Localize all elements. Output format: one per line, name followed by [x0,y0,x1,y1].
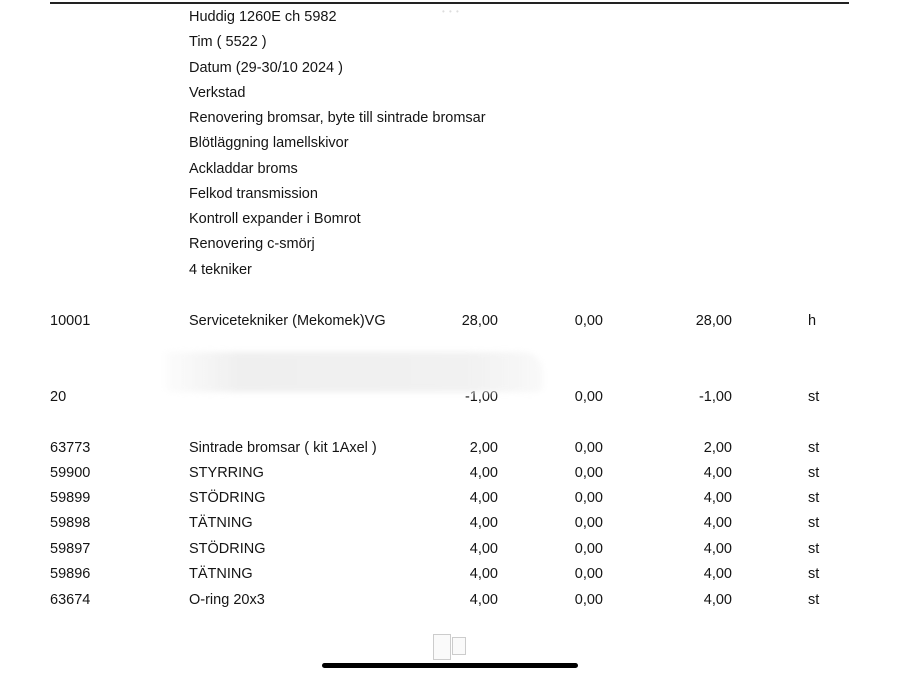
item-description: Servicetekniker (Mekomek)VG [189,313,386,329]
item-quantity: 4,00 [469,465,498,481]
item-code: 59900 [50,465,91,481]
page-thumbnail-icon[interactable] [433,634,451,660]
item-value: 0,00 [574,465,603,481]
item-value: 0,00 [574,389,603,405]
item-unit: st [808,566,820,582]
item-description: TÄTNING [189,566,253,582]
item-description: STÖDRING [189,490,266,506]
item-unit: st [808,389,820,405]
table-row: 59900 STYRRING 4,00 0,00 4,00 st [0,465,900,485]
item-total: 4,00 [703,592,732,608]
header-line: Tim ( 5522 ) [189,34,267,50]
item-value: 0,00 [574,541,603,557]
item-quantity: 4,00 [469,566,498,582]
item-total: 4,00 [703,541,732,557]
item-quantity: 2,00 [469,440,498,456]
header-line: Ackladdar broms [189,161,298,177]
table-row: 63674 O-ring 20x3 4,00 0,00 4,00 st [0,592,900,612]
header-line: Datum (29-30/10 2024 ) [189,60,343,76]
redacted-area [165,352,543,392]
item-code: 59899 [50,490,91,506]
table-row: 59898 TÄTNING 4,00 0,00 4,00 st [0,515,900,535]
table-row: 20 -1,00 0,00 -1,00 st [0,389,900,409]
more-dots-icon[interactable]: • • • [442,7,460,16]
table-row: 10001 Servicetekniker (Mekomek)VG 28,00 0,0… [0,313,900,333]
home-indicator[interactable] [322,663,578,668]
header-line: 4 tekniker [189,262,252,278]
item-value: 0,00 [574,515,603,531]
header-line: Felkod transmission [189,186,318,202]
header-line: Verkstad [189,85,246,101]
item-quantity: -1,00 [464,389,498,405]
item-quantity: 4,00 [469,490,498,506]
item-quantity: 4,00 [469,541,498,557]
item-description: O-ring 20x3 [189,592,265,608]
item-value: 0,00 [574,440,603,456]
item-description: TÄTNING [189,515,253,531]
header-line: Blötläggning lamellskivor [189,135,349,151]
item-total: 4,00 [703,566,732,582]
item-total: 28,00 [695,313,732,329]
table-row: 59897 STÖDRING 4,00 0,00 4,00 st [0,541,900,561]
item-code: 20 [50,389,67,405]
item-value: 0,00 [574,490,603,506]
item-unit: st [808,592,820,608]
table-row: 59896 TÄTNING 4,00 0,00 4,00 st [0,566,900,586]
header-line: Renovering c-smörj [189,236,315,252]
item-total: 4,00 [703,490,732,506]
item-description: STYRRING [189,465,264,481]
item-value: 0,00 [574,592,603,608]
item-description: Sintrade bromsar ( kit 1Axel ) [189,440,377,456]
table-row: 59899 STÖDRING 4,00 0,00 4,00 st [0,490,900,510]
item-unit: st [808,490,820,506]
header-line: Kontroll expander i Bomrot [189,211,361,227]
table-row: 63773 Sintrade bromsar ( kit 1Axel ) 2,00 0… [0,440,900,460]
item-code: 59896 [50,566,91,582]
item-value: 0,00 [574,566,603,582]
header-line: Huddig 1260E ch 5982 [189,9,337,25]
item-code: 10001 [50,313,91,329]
item-quantity: 4,00 [469,515,498,531]
item-quantity: 4,00 [469,592,498,608]
item-unit: h [808,313,817,329]
item-code: 63773 [50,440,91,456]
item-unit: st [808,541,820,557]
item-total: -1,00 [698,389,732,405]
item-total: 4,00 [703,515,732,531]
item-unit: st [808,515,820,531]
item-value: 0,00 [574,313,603,329]
item-unit: st [808,440,820,456]
item-code: 59897 [50,541,91,557]
item-total: 2,00 [703,440,732,456]
top-divider [50,2,849,4]
page-thumbnail-icon[interactable] [452,637,466,655]
item-quantity: 28,00 [461,313,498,329]
item-total: 4,00 [703,465,732,481]
item-code: 63674 [50,592,91,608]
header-line: Renovering bromsar, byte till sintrade b… [189,110,486,126]
item-unit: st [808,465,820,481]
item-description: STÖDRING [189,541,266,557]
item-code: 59898 [50,515,91,531]
